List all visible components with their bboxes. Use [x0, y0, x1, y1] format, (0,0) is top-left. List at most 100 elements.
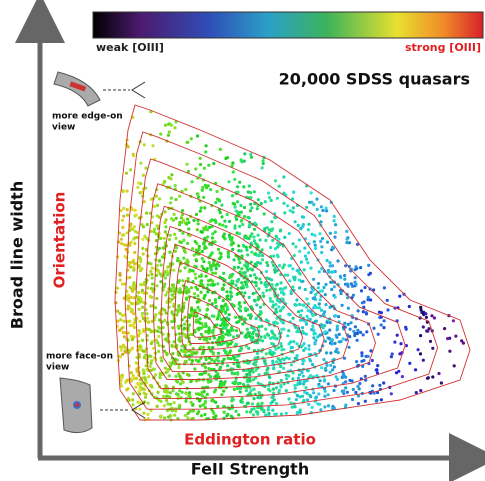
quasar-point [234, 379, 238, 384]
quasar-point [239, 158, 243, 162]
quasar-point [237, 249, 241, 253]
quasar-point [185, 258, 189, 262]
quasar-point [293, 405, 297, 409]
quasar-point [460, 339, 464, 343]
quasar-point [172, 212, 176, 216]
quasar-point [118, 328, 122, 332]
quasar-point [144, 392, 148, 396]
quasar-point [278, 264, 282, 268]
face-on-label: view [46, 363, 69, 373]
quasar-point [193, 240, 197, 244]
quasar-point [255, 207, 259, 211]
quasar-point [154, 338, 158, 342]
quasar-point [134, 376, 138, 380]
quasar-point [152, 227, 156, 231]
quasar-point [137, 290, 141, 295]
quasar-point [237, 244, 241, 248]
quasar-point [332, 219, 336, 223]
quasar-point [158, 272, 162, 276]
quasar-point [195, 287, 200, 291]
quasar-point [230, 326, 234, 330]
quasar-point [257, 373, 261, 377]
quasar-point [312, 336, 316, 340]
quasar-point [188, 409, 192, 413]
quasar-point [251, 292, 255, 296]
quasar-point [327, 270, 331, 274]
quasar-point [206, 341, 210, 345]
quasar-point [239, 203, 243, 208]
quasar-point [124, 171, 129, 175]
quasar-point [432, 316, 436, 320]
quasar-point [141, 252, 145, 256]
quasar-point [196, 222, 200, 226]
quasar-point [303, 246, 307, 250]
quasar-point [214, 304, 218, 308]
quasar-point [288, 313, 292, 317]
quasar-point [150, 272, 154, 276]
quasar-point [319, 205, 323, 209]
quasar-point [245, 368, 249, 372]
quasar-point [163, 308, 167, 312]
quasar-point [213, 300, 218, 304]
quasar-point [328, 231, 332, 235]
quasar-point [356, 242, 360, 246]
quasar-point [239, 309, 243, 313]
quasar-point [317, 384, 321, 388]
quasar-point [324, 282, 328, 287]
quasar-point [178, 339, 182, 343]
quasar-point [228, 333, 232, 337]
quasar-point [315, 197, 319, 201]
quasar-point [222, 405, 226, 409]
quasar-point [371, 384, 375, 388]
quasar-point [320, 250, 324, 255]
quasar-point [249, 410, 253, 414]
quasar-point [137, 329, 141, 333]
quasar-point [359, 289, 364, 293]
quasar-point [200, 393, 204, 397]
quasar-point [206, 235, 210, 239]
quasar-point [252, 387, 256, 391]
quasar-point [160, 255, 164, 259]
quasar-point [149, 262, 153, 266]
quasar-point [246, 268, 250, 272]
quasar-point [307, 344, 311, 348]
quasar-point [251, 378, 255, 382]
quasar-point [193, 367, 197, 371]
quasar-point [121, 189, 125, 194]
quasar-point [122, 233, 126, 237]
quasar-point [354, 282, 358, 287]
quasar-point [355, 331, 360, 336]
quasar-point [397, 369, 401, 373]
quasar-point [363, 374, 367, 378]
quasar-point [189, 286, 193, 290]
quasar-point [277, 184, 281, 188]
quasar-point [138, 401, 142, 405]
quasar-point [230, 404, 234, 408]
quasar-point [306, 228, 310, 232]
quasar-point [157, 334, 161, 338]
quasar-point [291, 316, 295, 320]
quasar-point [359, 266, 363, 270]
quasar-point [245, 372, 249, 376]
quasar-point [299, 260, 303, 264]
eddington-label: Eddington ratio [184, 431, 316, 449]
quasar-point [251, 332, 255, 336]
quasar-point [267, 191, 271, 195]
quasar-point [295, 342, 299, 346]
quasar-point [314, 246, 318, 251]
quasar-point [190, 359, 195, 363]
quasar-point [141, 225, 146, 229]
quasar-point [227, 219, 231, 224]
quasar-point [200, 188, 204, 192]
quasar-point [414, 368, 418, 372]
quasar-point [146, 320, 151, 324]
quasar-point [257, 391, 261, 395]
quasar-point [247, 216, 251, 220]
quasar-point [279, 412, 283, 416]
quasar-point [258, 305, 263, 309]
quasar-point [203, 293, 207, 297]
quasar-point [282, 366, 286, 370]
quasar-point [148, 354, 152, 358]
quasar-point [206, 283, 210, 287]
quasar-point [178, 336, 182, 340]
